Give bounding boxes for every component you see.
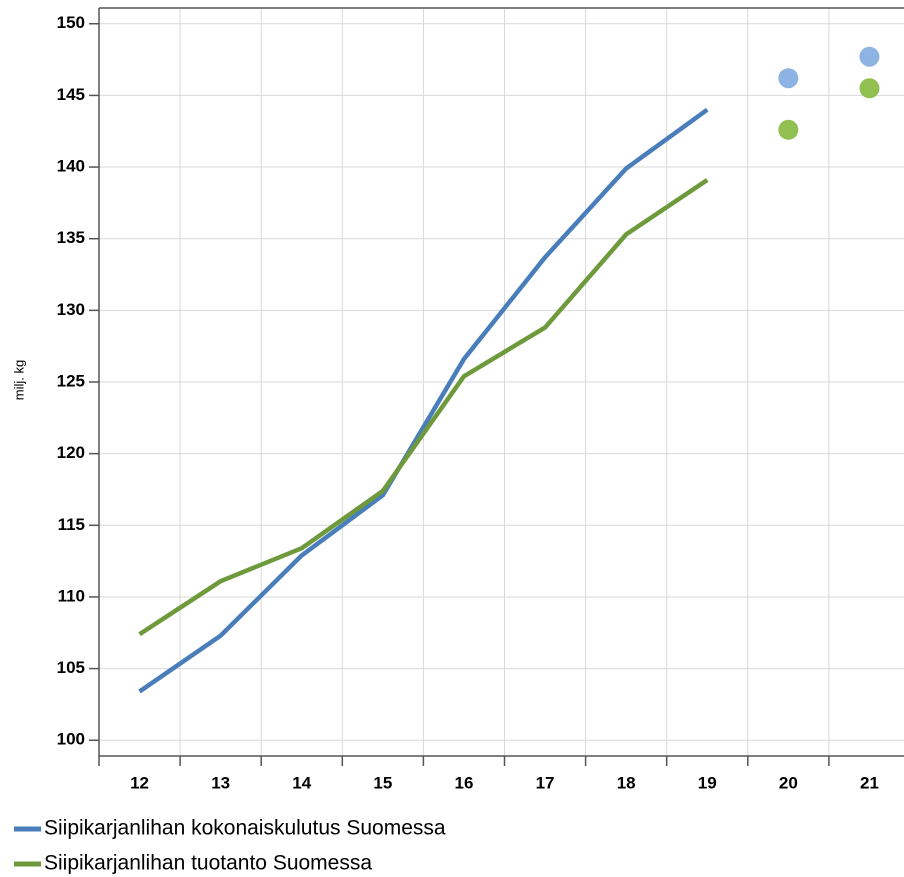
forecast-point — [859, 46, 880, 67]
x-tick-label: 15 — [373, 773, 392, 792]
forecast-point — [778, 119, 799, 140]
y-tick-label: 110 — [58, 586, 85, 605]
x-tick-label: 20 — [779, 773, 798, 792]
x-tick-label: 13 — [211, 773, 230, 792]
legend-label: Siipikarjanlihan kokonaiskulutus Suomess… — [44, 817, 446, 840]
series-line — [138, 107, 709, 694]
y-tick-label: 150 — [57, 13, 85, 32]
y-tick-label: 145 — [57, 85, 85, 104]
y-axis-label: milj. kg — [11, 360, 26, 400]
y-tick-label: 115 — [58, 515, 85, 534]
series-line — [138, 178, 709, 637]
y-tick-label: 130 — [57, 300, 85, 319]
x-tick-label: 18 — [617, 773, 636, 792]
x-tick-label: 21 — [860, 773, 879, 792]
y-tick-label: 105 — [57, 658, 85, 677]
y-tick-label: 125 — [57, 371, 85, 390]
x-tick-label: 14 — [292, 773, 311, 792]
y-tick-label: 120 — [57, 443, 85, 462]
legend-label: Siipikarjanlihan tuotanto Suomessa — [44, 852, 372, 875]
x-tick-label: 19 — [698, 773, 717, 792]
forecast-point — [859, 78, 880, 99]
forecast-point — [778, 68, 799, 89]
y-tick-label: 100 — [57, 730, 85, 749]
y-tick-label: 135 — [57, 228, 85, 247]
x-tick-label: 12 — [130, 773, 149, 792]
x-tick-label: 17 — [536, 773, 555, 792]
y-tick-label: 140 — [57, 157, 85, 176]
x-tick-label: 16 — [454, 773, 473, 792]
